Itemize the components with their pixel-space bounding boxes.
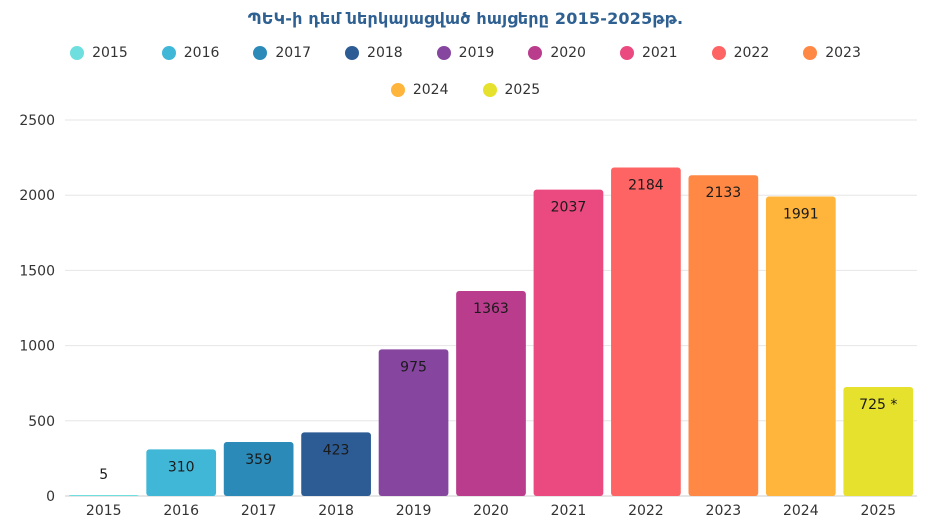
chart-title: ՊԵԿ-ի դեմ ներկայացված հայցերը 2015-2025թ… xyxy=(247,9,684,28)
legend-label: 2022 xyxy=(733,45,770,61)
x-tick-label: 2023 xyxy=(706,503,742,519)
legend-swatch xyxy=(345,46,360,60)
x-tick-label: 2016 xyxy=(163,503,199,519)
data-label: 310 xyxy=(168,459,195,475)
y-tick-label: 2000 xyxy=(19,188,55,204)
y-tick-label: 2500 xyxy=(19,113,55,129)
data-label: 975 xyxy=(400,359,427,375)
x-tick-label: 2017 xyxy=(241,503,277,519)
data-labels: 5 310 359 423 975 1363 2037 2184 2133 1991 725 * xyxy=(99,178,897,483)
data-label: 2037 xyxy=(551,200,587,216)
data-label: 5 xyxy=(99,467,108,483)
x-tick-label: 2025 xyxy=(860,503,896,519)
legend-label: 2023 xyxy=(825,45,861,61)
legend-item[interactable]: 2025 xyxy=(482,82,541,98)
legend-row-1: 2015 2016 2017 2018 2019 2020 2021 2022 … xyxy=(0,45,931,61)
legend-item[interactable]: 2016 xyxy=(161,45,220,61)
legend-swatch xyxy=(482,83,497,97)
y-tick-label: 0 xyxy=(46,489,55,505)
legend-swatch xyxy=(70,46,85,60)
bar-2019[interactable] xyxy=(378,349,449,496)
x-tick-label: 2020 xyxy=(473,503,509,519)
x-axis-ticks: 2015 2016 2017 2018 2019 2020 2021 2022 2023 2024… xyxy=(86,503,896,519)
legend-row-2: 2024 2025 xyxy=(0,82,931,98)
data-label: 2184 xyxy=(628,178,664,194)
bar-2015[interactable] xyxy=(68,495,139,496)
legend-swatch xyxy=(711,46,726,60)
legend-label: 2018 xyxy=(367,45,403,61)
bar-2016[interactable] xyxy=(146,449,217,496)
bar-2023[interactable] xyxy=(688,175,759,497)
data-label: 2133 xyxy=(706,185,742,201)
legend-label: 2021 xyxy=(641,45,678,61)
legend-label: 2025 xyxy=(504,82,541,98)
legend-item[interactable]: 2017 xyxy=(253,45,311,61)
legend-swatch xyxy=(390,83,405,97)
y-tick-label: 1000 xyxy=(19,339,55,355)
legend-label: 2024 xyxy=(412,82,449,98)
y-axis-ticks: 0 500 1000 1500 2000 2500 xyxy=(19,113,55,505)
bars xyxy=(68,167,914,497)
data-label: 359 xyxy=(245,452,272,468)
legend-swatch xyxy=(803,46,818,60)
legend-label: 2019 xyxy=(458,45,495,61)
data-label: 1363 xyxy=(473,301,509,317)
x-tick-label: 2022 xyxy=(628,503,664,519)
bar-2022[interactable] xyxy=(611,167,681,496)
x-tick-label: 2019 xyxy=(396,503,432,519)
data-label: 725 * xyxy=(859,397,897,413)
legend-label: 2020 xyxy=(550,45,586,61)
legend-swatch xyxy=(528,46,543,60)
bar-2020[interactable] xyxy=(456,291,526,496)
legend-label: 2015 xyxy=(92,45,128,61)
legend-item[interactable]: 2023 xyxy=(803,45,861,61)
legend-item[interactable]: 2024 xyxy=(390,82,449,98)
legend-item[interactable]: 2015 xyxy=(70,45,128,61)
x-tick-label: 2024 xyxy=(783,503,819,519)
legend-item[interactable]: 2020 xyxy=(528,45,586,61)
x-tick-label: 2021 xyxy=(551,503,587,519)
bar-2017[interactable] xyxy=(223,442,294,496)
x-tick-label: 2018 xyxy=(318,503,354,519)
bar-2025[interactable] xyxy=(843,386,914,496)
legend-label: 2016 xyxy=(183,45,220,61)
legend-swatch xyxy=(436,46,451,60)
legend-item[interactable]: 2019 xyxy=(436,45,495,61)
legend-label: 2017 xyxy=(275,45,312,61)
legend-item[interactable]: 2018 xyxy=(345,45,403,61)
legend-swatch xyxy=(253,46,268,60)
legend-swatch xyxy=(619,46,634,60)
legend-swatch xyxy=(161,46,176,60)
y-tick-label: 1500 xyxy=(19,263,55,279)
bar-2018[interactable] xyxy=(301,432,371,496)
bar-2024[interactable] xyxy=(765,196,836,497)
legend-item[interactable]: 2022 xyxy=(711,45,770,61)
data-label: 1991 xyxy=(783,207,819,223)
y-tick-label: 500 xyxy=(28,414,55,430)
data-label: 423 xyxy=(323,442,350,458)
bar-2021[interactable] xyxy=(533,189,604,496)
legend-item[interactable]: 2021 xyxy=(619,45,678,61)
x-tick-label: 2015 xyxy=(86,503,122,519)
